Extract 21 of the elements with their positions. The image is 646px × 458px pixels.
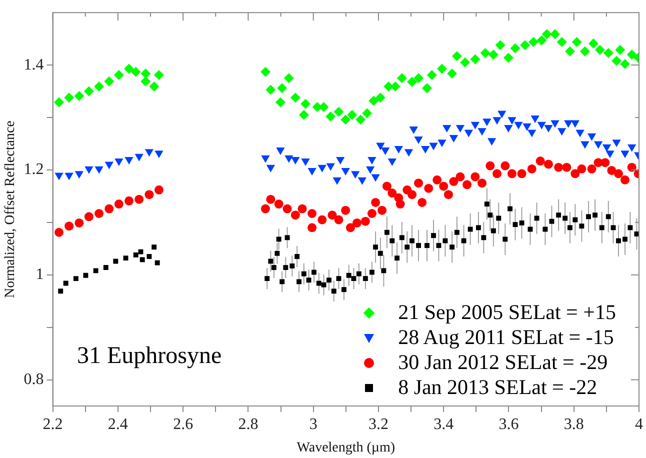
x-tick-label: 2.2 [42, 416, 63, 433]
y-tick-label: 0.8 [24, 370, 44, 388]
x-tick-label: 2.8 [238, 416, 258, 433]
legend-label: 28 Aug 2011 SELat = -15 [398, 325, 614, 350]
y-axis-title: Normalized, Offset Reflectance [3, 120, 18, 298]
x-axis-title: Wavelength (µm) [296, 440, 396, 456]
legend-label: 8 Jan 2013 SELat = -22 [398, 375, 598, 400]
y-tick-label: 1.4 [24, 56, 44, 74]
y-tick-label: 1 [36, 266, 44, 284]
x-tick-label: 3.2 [368, 416, 388, 433]
x-tick-label: 2.6 [173, 416, 194, 433]
x-tick-label: 3.8 [564, 416, 584, 433]
x-tick-label: 3.4 [434, 416, 454, 433]
y-tick-label: 1.2 [24, 161, 44, 178]
legend-label: 21 Sep 2005 SELat = +15 [398, 300, 616, 325]
x-tick-label: 3.6 [498, 416, 519, 433]
legend-label: 30 Jan 2012 SELat = -29 [398, 350, 608, 375]
annotation: 31 Euphrosyne [77, 343, 222, 370]
x-tick-label: 2.4 [108, 416, 128, 433]
x-tick-label: 3 [309, 416, 318, 433]
x-tick-label: 4 [635, 416, 643, 433]
